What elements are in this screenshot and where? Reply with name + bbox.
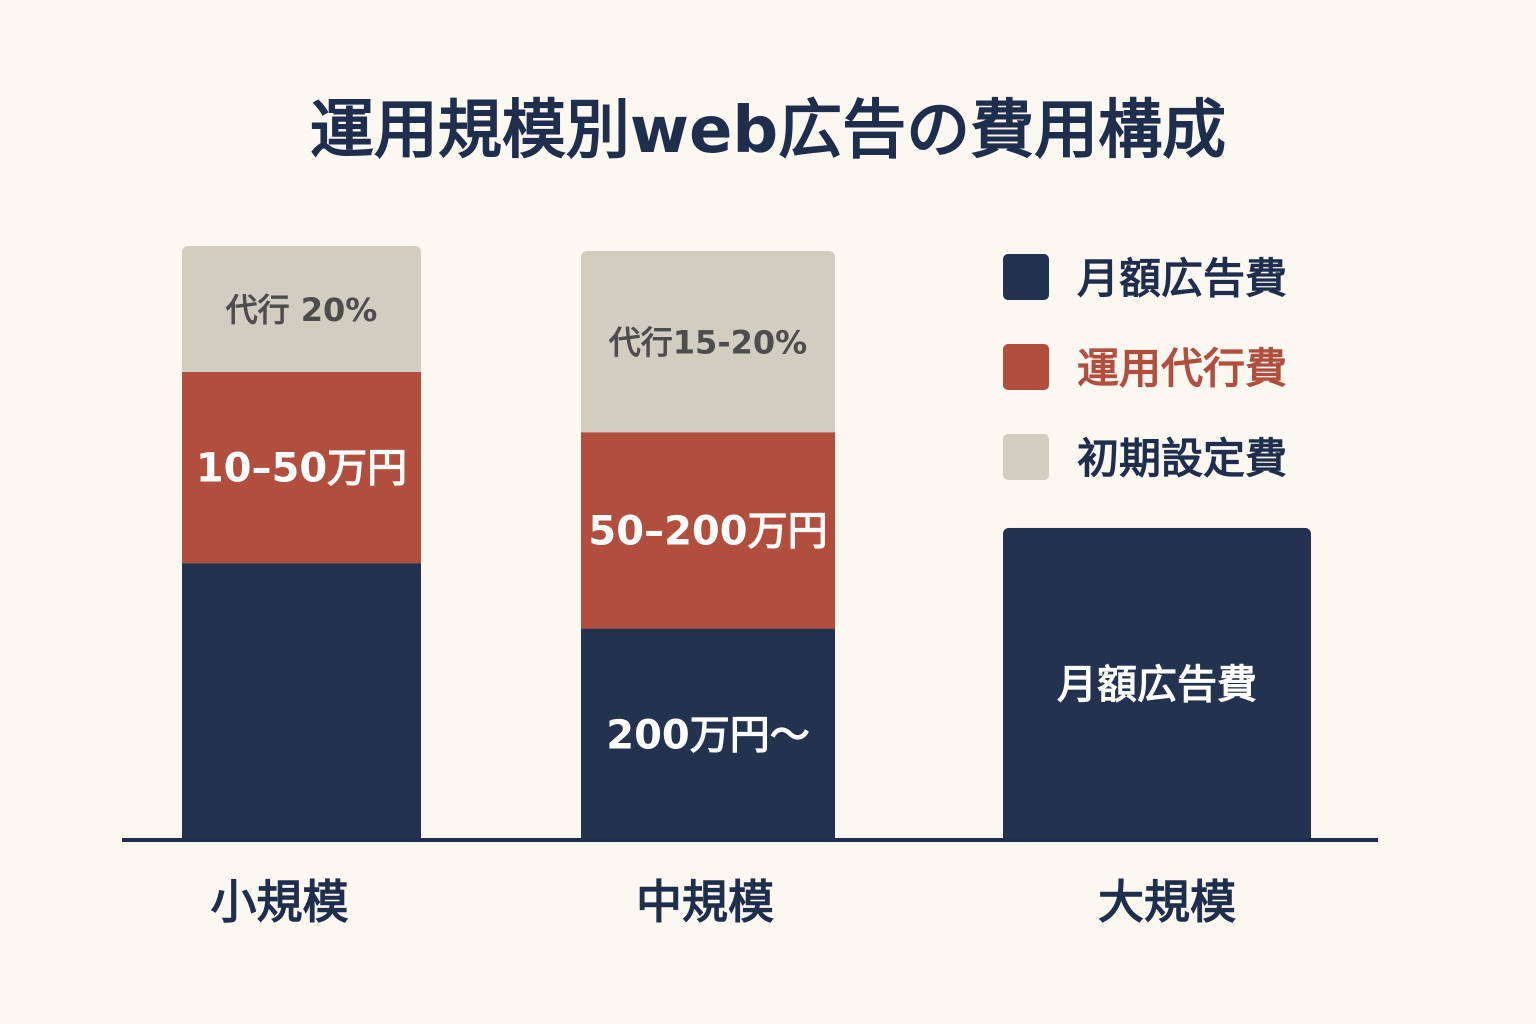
bar-stack-1: [581, 251, 835, 840]
category-label-1: 中規模: [636, 875, 774, 929]
category-labels-group: 小規模 中規模 大規模: [211, 875, 1237, 929]
bar-segment-series-運用代行費-1: [581, 432, 835, 629]
segment-label-series-初期設定費-0: 代行 20%: [225, 291, 378, 329]
segment-label-series-月額広告費-2: 月額広告費: [1057, 662, 1257, 708]
segment-label-series-運用代行費-1: 50–200万円: [588, 508, 827, 554]
bar-segment-series-月額広告費-0: [182, 563, 421, 840]
segment-label-series-月額広告費-1: 200万円〜: [606, 712, 810, 758]
legend-swatch-0: [1003, 254, 1049, 300]
bars-group: [182, 246, 1311, 840]
segment-label-series-運用代行費-0: 10–50万円: [196, 445, 407, 491]
legend-label-1: 運用代行費: [1077, 344, 1287, 393]
bar-segment-series-初期設定費-0: [182, 246, 421, 372]
bar-segment-series-運用代行費-0: [182, 371, 421, 564]
bar-segment-series-初期設定費-1: [581, 251, 835, 433]
legend-label-2: 初期設定費: [1077, 434, 1287, 483]
chart-title: 運用規模別web広告の費用構成: [310, 94, 1226, 168]
bar-stack-0: [182, 246, 421, 840]
category-label-2: 大規模: [1098, 875, 1236, 929]
bar-segment-series-月額広告費-1: [581, 628, 835, 840]
segment-labels-group: 10–50万円 代行 20% 200万円〜 50–200万円 代行15-20% 月額広告費: [196, 291, 1257, 758]
bar-stack-2: [1003, 527, 1311, 840]
bar-segment-series-月額広告費-2: [1003, 527, 1311, 840]
legend-swatch-2: [1003, 434, 1049, 480]
legend-label-0: 月額広告費: [1077, 254, 1287, 303]
segment-label-series-初期設定費-1: 代行15-20%: [608, 324, 807, 362]
category-label-0: 小規模: [211, 875, 349, 929]
legend-swatch-1: [1003, 344, 1049, 390]
